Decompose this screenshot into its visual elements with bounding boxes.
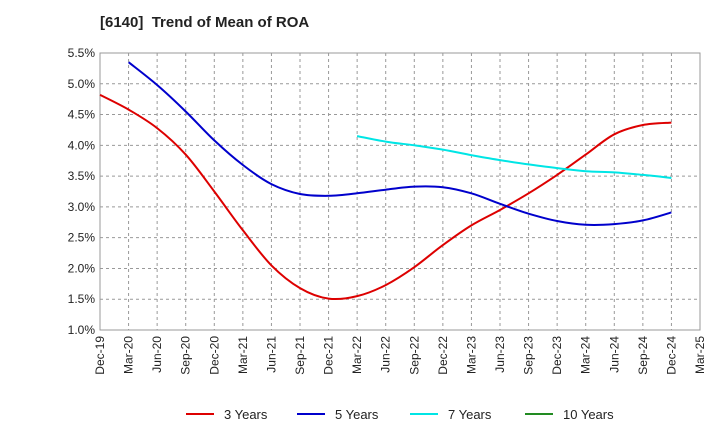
legend-label-5-years: 5 Years xyxy=(335,407,379,422)
x-tick-label: Mar-25 xyxy=(693,336,707,374)
x-tick-label: Mar-22 xyxy=(350,336,364,374)
x-tick-label: Mar-20 xyxy=(122,336,136,374)
y-tick-label: 4.5% xyxy=(68,108,96,122)
x-tick-label: Dec-23 xyxy=(550,336,564,375)
legend-label-3-years: 3 Years xyxy=(224,407,268,422)
x-tick-label: Dec-19 xyxy=(93,336,107,375)
x-tick-label: Sep-23 xyxy=(522,336,536,375)
x-tick-label: Mar-21 xyxy=(236,336,250,374)
y-tick-label: 4.0% xyxy=(68,138,96,152)
legend: 3 Years 5 Years 7 Years 10 Years xyxy=(186,407,614,422)
x-tick-label: Jun-20 xyxy=(150,336,164,373)
series-layer xyxy=(99,61,672,301)
grid-layer xyxy=(100,53,700,330)
x-tick-label: Dec-22 xyxy=(436,336,450,375)
x-tick-label: Sep-24 xyxy=(636,336,650,375)
x-tick-label: Sep-21 xyxy=(293,336,307,375)
x-tick-label: Dec-20 xyxy=(207,336,221,375)
x-tick-label: Mar-23 xyxy=(464,336,478,374)
y-tick-label: 2.0% xyxy=(68,261,96,275)
y-tick-label: 3.0% xyxy=(68,200,96,214)
x-tick-label: Jun-21 xyxy=(264,336,278,373)
y-tick-label: 3.5% xyxy=(68,169,96,183)
y-tick-label: 1.5% xyxy=(68,292,96,306)
x-tick-label: Jun-24 xyxy=(607,336,621,373)
chart-title: [6140] Trend of Mean of ROA xyxy=(100,14,310,31)
y-axis: 1.0% 1.5% 2.0% 2.5% 3.0% 3.5% 4.0% 4.5% 5.0% 5.5% xyxy=(68,46,96,337)
legend-label-7-years: 7 Years xyxy=(448,407,492,422)
series-line-5-years xyxy=(127,61,672,226)
x-tick-label: Sep-22 xyxy=(407,336,421,375)
x-tick-label: Dec-21 xyxy=(322,336,336,375)
y-tick-label: 5.0% xyxy=(68,77,96,91)
plot-frame xyxy=(99,52,701,331)
series-line-7-years xyxy=(356,135,672,179)
x-tick-label: Sep-20 xyxy=(179,336,193,375)
legend-label-10-years: 10 Years xyxy=(563,407,614,422)
y-tick-label: 5.5% xyxy=(68,46,96,60)
x-axis: Dec-19 Mar-20 Jun-20 Sep-20 Dec-20 Mar-21 Jun-… xyxy=(93,336,707,375)
series-line-3-years xyxy=(99,94,672,301)
y-tick-label: 2.5% xyxy=(68,231,96,245)
x-tick-label: Jun-23 xyxy=(493,336,507,373)
y-tick-label: 1.0% xyxy=(68,323,96,337)
x-tick-label: Jun-22 xyxy=(379,336,393,373)
x-tick-label: Mar-24 xyxy=(579,336,593,374)
x-tick-label: Dec-24 xyxy=(664,336,678,375)
